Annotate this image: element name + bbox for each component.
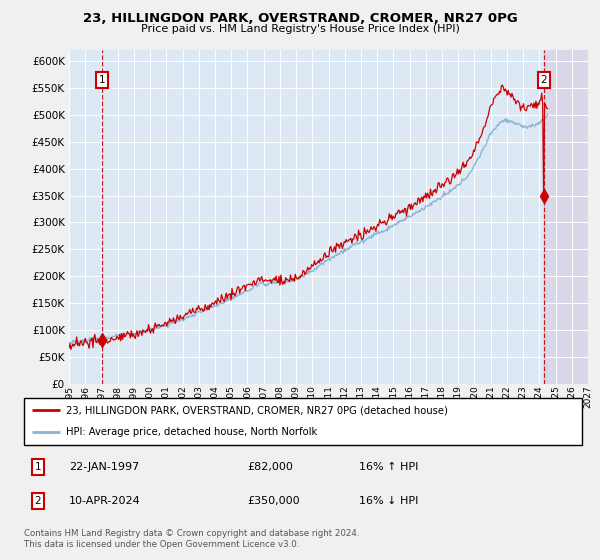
Text: 16% ↓ HPI: 16% ↓ HPI	[359, 496, 418, 506]
Text: £350,000: £350,000	[247, 496, 300, 506]
Text: 22-JAN-1997: 22-JAN-1997	[68, 462, 139, 472]
Text: Price paid vs. HM Land Registry's House Price Index (HPI): Price paid vs. HM Land Registry's House …	[140, 24, 460, 34]
Text: Contains HM Land Registry data © Crown copyright and database right 2024.
This d: Contains HM Land Registry data © Crown c…	[24, 529, 359, 549]
Text: HPI: Average price, detached house, North Norfolk: HPI: Average price, detached house, Nort…	[66, 427, 317, 437]
Text: 2: 2	[541, 75, 547, 85]
Text: 1: 1	[99, 75, 106, 85]
Text: 2: 2	[35, 496, 41, 506]
FancyBboxPatch shape	[24, 398, 582, 445]
Text: 23, HILLINGDON PARK, OVERSTRAND, CROMER, NR27 0PG: 23, HILLINGDON PARK, OVERSTRAND, CROMER,…	[83, 12, 517, 25]
Text: £82,000: £82,000	[247, 462, 293, 472]
Text: 10-APR-2024: 10-APR-2024	[68, 496, 140, 506]
Text: 1: 1	[35, 462, 41, 472]
Text: 16% ↑ HPI: 16% ↑ HPI	[359, 462, 418, 472]
Bar	[544, 50, 588, 384]
Text: 23, HILLINGDON PARK, OVERSTRAND, CROMER, NR27 0PG (detached house): 23, HILLINGDON PARK, OVERSTRAND, CROMER,…	[66, 405, 448, 416]
